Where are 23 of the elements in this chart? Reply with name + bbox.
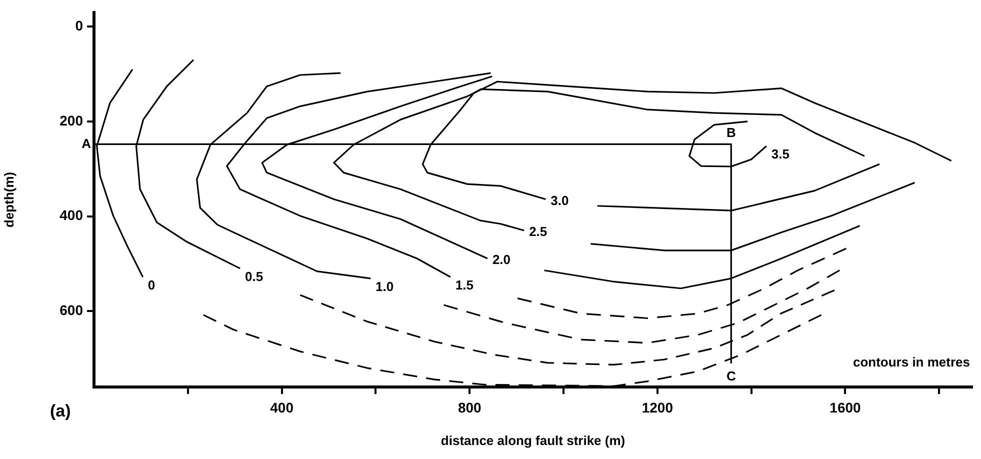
data-label: B	[726, 124, 736, 140]
text: (a)	[50, 402, 71, 421]
y-axis-title: depth(m)	[1, 172, 16, 228]
x-tick-label: 1200	[642, 399, 674, 416]
series-label: 3.5	[771, 146, 790, 162]
series-label: 1.5	[455, 278, 474, 293]
series-label: 0	[148, 278, 156, 293]
y-tick-label: 600	[60, 302, 84, 318]
data-label: C	[726, 368, 736, 384]
annotation: contours in metres	[852, 354, 970, 370]
x-axis-title: distance along fault strike (m)	[440, 432, 626, 448]
y-tick-label: 200	[60, 112, 84, 128]
series-label: 2.5	[529, 224, 548, 240]
x-tick-label: 800	[458, 399, 482, 416]
x-tick-label: 400	[270, 399, 294, 416]
series-label: 2.0	[492, 252, 511, 268]
series-label: 0.5	[245, 269, 264, 284]
series-label: 3.0	[550, 192, 569, 208]
series-label: 1.0	[376, 278, 394, 294]
y-tick-label: 0	[75, 17, 84, 34]
y-tick-label: 400	[60, 207, 84, 224]
data-label: A	[82, 136, 92, 151]
x-tick-label: 1600	[830, 399, 862, 416]
